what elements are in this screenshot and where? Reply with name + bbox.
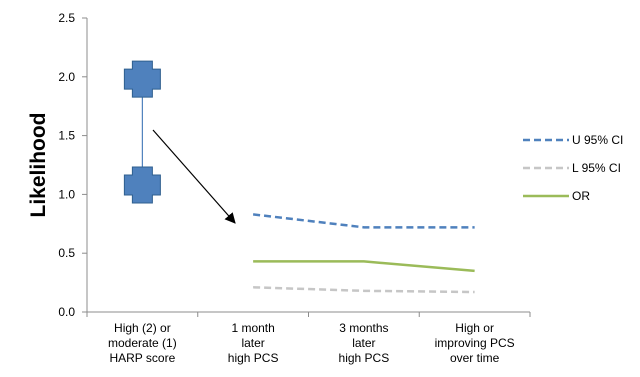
x-category-labels: High (2) or moderate (1) HARP score 1 month… <box>108 321 515 365</box>
y-tick-label: 2.0 <box>58 70 75 84</box>
y-tick-label: 1.5 <box>58 129 75 143</box>
y-tick-label: 0.5 <box>58 246 75 260</box>
y-axis-label: Likelihood <box>27 113 50 218</box>
error-bar-lower-marker <box>123 166 161 204</box>
legend-label: OR <box>572 189 590 203</box>
legend-label: L 95% CI <box>572 161 621 175</box>
y-tick-label: 0.0 <box>58 305 75 319</box>
y-tick-label: 2.5 <box>58 11 75 25</box>
error-bar-upper-marker <box>123 60 161 98</box>
legend: U 95% CI L 95% CI OR <box>523 133 623 203</box>
x-category-label: 1 month later high PCS <box>228 321 279 365</box>
series-lines <box>252 213 475 294</box>
y-tick-labels: 0.0 0.5 1.0 1.5 2.0 2.5 <box>58 11 75 319</box>
series-line-or <box>253 260 475 273</box>
series-line-l-95-ci <box>253 286 475 294</box>
annotation-arrow <box>152 129 236 224</box>
x-category-label: 3 months later high PCS <box>339 321 390 365</box>
axes <box>82 17 531 317</box>
legend-label: U 95% CI <box>572 133 623 147</box>
series-line-u-95-ci <box>252 213 475 229</box>
x-category-label: High (2) or moderate (1) HARP score <box>108 321 177 365</box>
x-category-label: High or improving PCS over time <box>435 321 515 365</box>
error-bar <box>123 60 161 204</box>
y-tick-label: 1.0 <box>58 187 75 201</box>
